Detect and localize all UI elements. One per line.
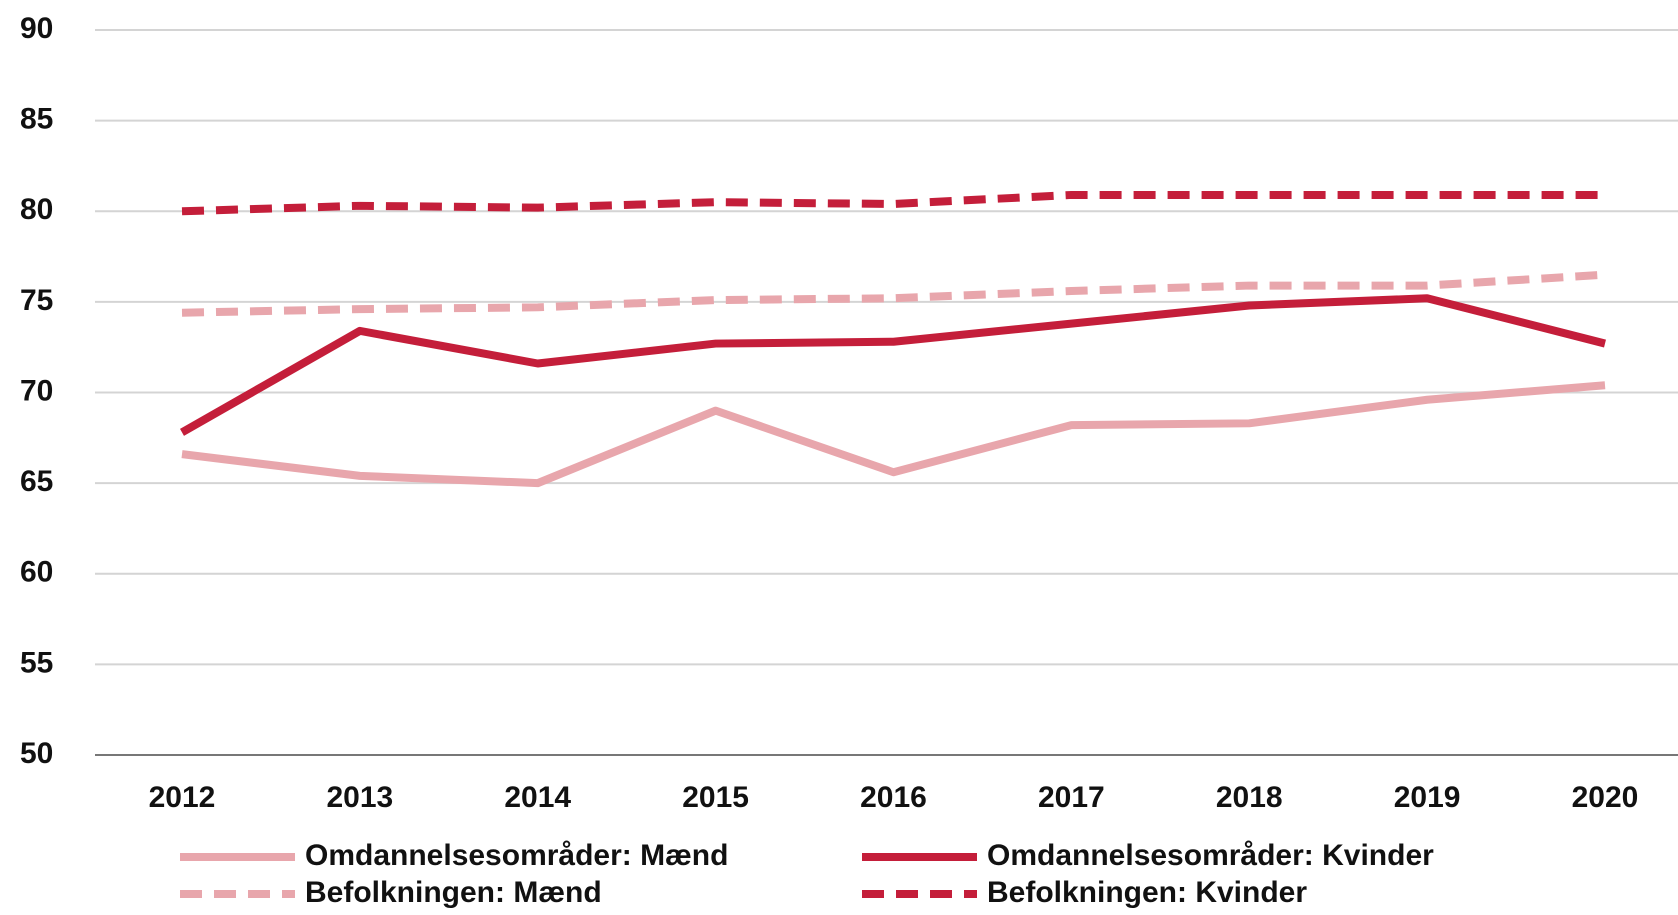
- legend: Omdannelsesområder: Mænd Omdannelsesområd…: [180, 839, 1434, 909]
- y-tick-label: 55: [20, 646, 53, 679]
- y-tick-label: 50: [20, 737, 53, 770]
- y-tick-label: 75: [20, 284, 53, 317]
- x-tick-label: 2019: [1394, 781, 1461, 814]
- series-line: [181, 190, 1605, 216]
- series-line: [180, 294, 1606, 436]
- series-line: [181, 270, 1606, 317]
- y-tick-label: 70: [20, 374, 53, 407]
- x-tick-label: 2020: [1572, 781, 1639, 814]
- x-tick-label: 2016: [860, 781, 927, 814]
- legend-label: Befolkningen: Mænd: [305, 876, 602, 909]
- x-tick-label: 2012: [149, 781, 216, 814]
- x-tick-label: 2015: [682, 781, 749, 814]
- y-tick-label: 90: [20, 12, 53, 45]
- y-tick-label: 85: [20, 103, 53, 136]
- y-tick-label: 60: [20, 556, 53, 589]
- x-tick-label: 2018: [1216, 781, 1283, 814]
- series-line: [181, 381, 1606, 488]
- legend-label: Omdannelsesområder: Kvinder: [987, 839, 1434, 872]
- legend-label: Omdannelsesområder: Mænd: [305, 839, 728, 872]
- x-tick-label: 2013: [327, 781, 394, 814]
- y-tick-label: 65: [20, 465, 53, 498]
- x-tick-label: 2014: [504, 781, 571, 814]
- y-tick-label: 80: [20, 193, 53, 226]
- legend-label: Befolkningen: Kvinder: [987, 876, 1307, 909]
- x-tick-label: 2017: [1038, 781, 1105, 814]
